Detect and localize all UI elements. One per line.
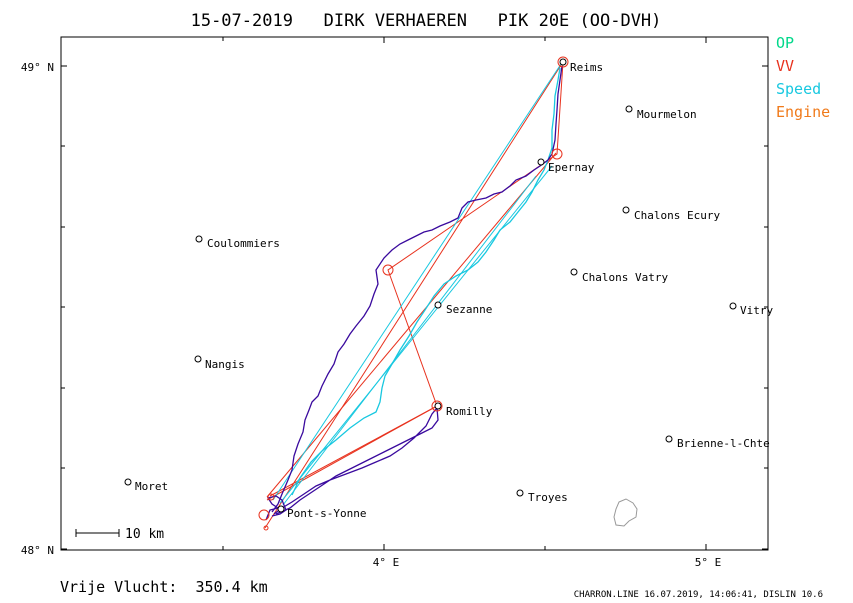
place-marker-reims	[559, 58, 567, 66]
turnpoint-reims	[557, 56, 569, 68]
places-layer: Reims Mourmelon Epernay Chalons Ecury Co…	[124, 58, 773, 520]
legend-speed: Speed	[776, 80, 821, 98]
place-marker-brienne	[665, 435, 673, 443]
turnpoint-finish	[267, 493, 275, 501]
turnpoint-start-2	[263, 525, 269, 531]
place-marker-chalons-ecury	[622, 206, 630, 214]
place-label-nangis: Nangis	[205, 358, 245, 371]
place-label-mourmelon: Mourmelon	[637, 108, 697, 121]
place-marker-romilly	[434, 402, 442, 410]
place-label-reims: Reims	[570, 61, 603, 74]
place-label-brienne: Brienne-l-Chte	[677, 437, 770, 450]
distance-label: Vrije Vlucht: 350.4 km	[60, 578, 268, 596]
turnpoint-epernay	[551, 148, 563, 160]
place-marker-sezanne	[434, 301, 442, 309]
legend-op: OP	[776, 34, 794, 52]
place-marker-troyes	[516, 489, 524, 497]
turnpoint-start	[258, 509, 270, 521]
place-label-vitry: Vitry	[740, 304, 773, 317]
turnpoint-romilly	[431, 400, 443, 412]
place-marker-pont-s-yonne	[277, 505, 285, 513]
flight-track-out	[271, 65, 563, 513]
y-tick-label-49: 49° N	[21, 61, 54, 74]
place-label-troyes: Troyes	[528, 491, 568, 504]
place-label-moret: Moret	[135, 480, 168, 493]
place-marker-mourmelon	[625, 105, 633, 113]
place-label-chalons-ecury: Chalons Ecury	[634, 209, 720, 222]
place-label-epernay: Epernay	[548, 161, 595, 174]
scale-label: 10 km	[125, 527, 164, 542]
scale-bar	[75, 529, 120, 537]
place-label-pont-s-yonne: Pont-s-Yonne	[287, 507, 366, 520]
turnpoint-west	[382, 264, 394, 276]
place-marker-epernay	[537, 158, 545, 166]
chart-title: 15-07-2019 DIRK VERHAEREN PIK 20E (OO-DV…	[191, 11, 662, 31]
lake-outline	[613, 498, 638, 527]
footer-info: CHARRON.LINE 16.07.2019, 14:06:41, DISLI…	[574, 590, 823, 600]
place-marker-nangis	[194, 355, 202, 363]
place-label-sezanne: Sezanne	[446, 303, 492, 316]
place-label-coulommiers: Coulommiers	[207, 237, 280, 250]
plot-frame	[60, 36, 769, 551]
x-tick-label-5e: 5° E	[695, 556, 722, 569]
place-marker-coulommiers	[195, 235, 203, 243]
place-label-romilly: Romilly	[446, 405, 493, 418]
x-tick-label-4e: 4° E	[373, 556, 400, 569]
turnpoints-layer	[258, 56, 569, 531]
axis-ticks	[61, 37, 768, 550]
place-marker-vitry	[729, 302, 737, 310]
place-marker-chalons-vatry	[570, 268, 578, 276]
legend-vv: VV	[776, 57, 794, 75]
task-legs	[264, 61, 564, 529]
speed-lines	[272, 63, 562, 506]
flight-track-cluster	[265, 495, 287, 521]
y-tick-label-48: 48° N	[21, 544, 54, 557]
flight-track-return	[273, 406, 439, 515]
place-label-chalons-vatry: Chalons Vatry	[582, 271, 668, 284]
legend-engine: Engine	[776, 103, 830, 121]
place-marker-moret	[124, 478, 132, 486]
